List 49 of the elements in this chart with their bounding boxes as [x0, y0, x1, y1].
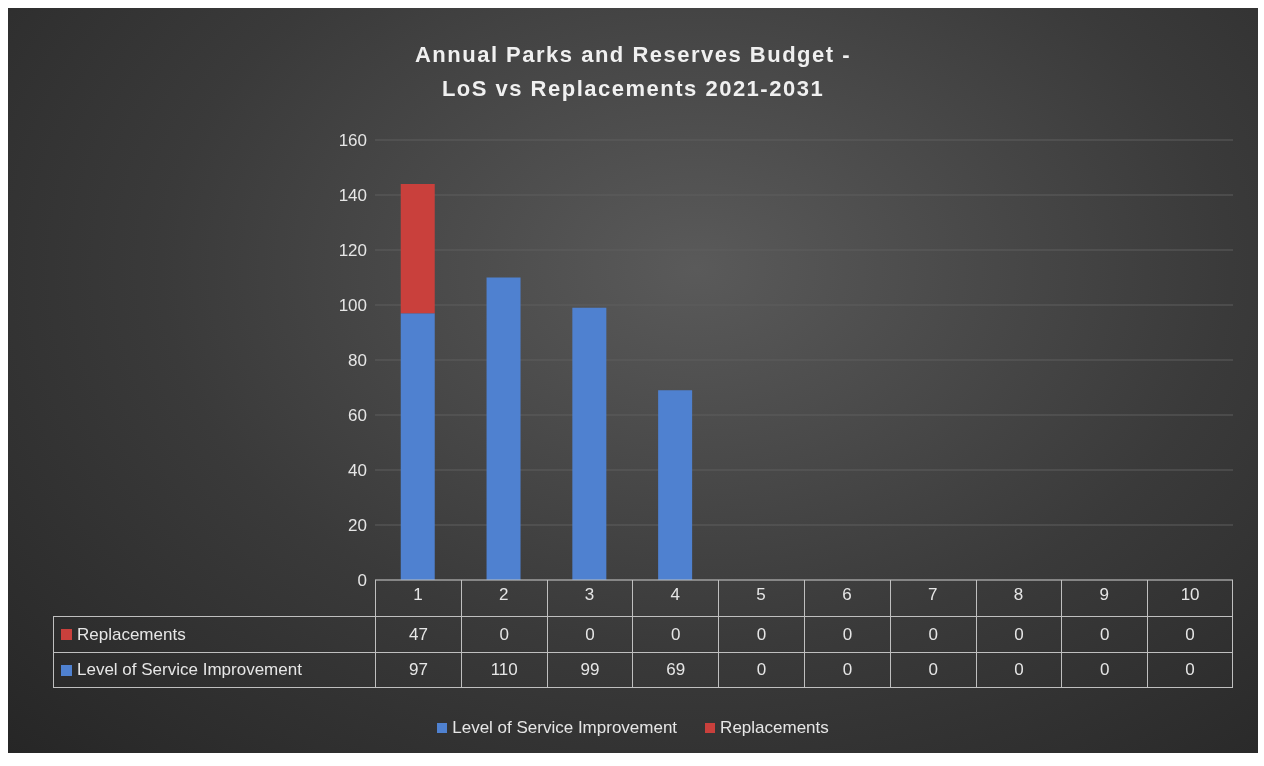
data-label: 0 — [889, 616, 976, 652]
y-tick-label: 120 — [338, 241, 367, 261]
x-tick-label: 6 — [842, 585, 852, 605]
text: Level of Service Improvement — [452, 718, 678, 737]
y-tick-label: 20 — [348, 516, 367, 536]
bar — [658, 390, 693, 580]
data-label: 0 — [1147, 616, 1233, 652]
data-label: 0 — [975, 652, 1062, 688]
x-tick-label: 8 — [1013, 585, 1024, 605]
x-tick-label: 2 — [498, 585, 509, 605]
data-label: 0 — [889, 652, 976, 688]
data-label: 0 — [632, 616, 719, 652]
data-label: 0 — [1061, 616, 1148, 652]
y-tick-label: 100 — [338, 296, 367, 316]
legend-label: Level of Service Improvement — [77, 660, 302, 680]
x-tick-label: 10 — [1180, 585, 1200, 605]
data-label: 97 — [375, 652, 461, 688]
data-label: 47 — [375, 616, 461, 652]
y-tick-label: 80 — [348, 351, 367, 371]
data-label: 0 — [804, 652, 890, 688]
x-tick-label: 9 — [1099, 585, 1110, 605]
data-label: 0 — [1061, 652, 1148, 688]
data-label: 99 — [546, 652, 633, 688]
x-tick-label: 1 — [413, 585, 423, 605]
y-tick-label: 140 — [338, 186, 367, 206]
y-tick-label: 160 — [338, 131, 367, 151]
data-label: 110 — [460, 652, 547, 688]
legend-label: Replacements — [77, 624, 186, 645]
x-tick-label: 4 — [670, 585, 681, 605]
data-label: 0 — [975, 616, 1062, 652]
bar — [486, 277, 521, 580]
x-tick-label: 3 — [584, 585, 595, 605]
data-label: 0 — [546, 616, 633, 652]
text: Replacements — [720, 718, 829, 737]
data-label: 0 — [1147, 652, 1233, 688]
y-tick-label: 40 — [348, 461, 367, 481]
data-label: 0 — [460, 616, 547, 652]
y-tick-label: 60 — [348, 406, 367, 426]
data-label: 69 — [632, 652, 719, 688]
chart-title: Annual Parks and Reserves Budget - LoS vs Replacements 2021-2031 — [413, 41, 853, 103]
bar — [400, 313, 435, 580]
data-label: 0 — [804, 616, 890, 652]
y-tick-label: 0 — [357, 571, 367, 591]
data-label: 0 — [718, 652, 804, 688]
data-label: 0 — [718, 616, 804, 652]
bar — [400, 184, 435, 314]
x-tick-label: 7 — [927, 585, 938, 605]
x-tick-label: 5 — [756, 585, 766, 605]
bar — [572, 307, 607, 580]
